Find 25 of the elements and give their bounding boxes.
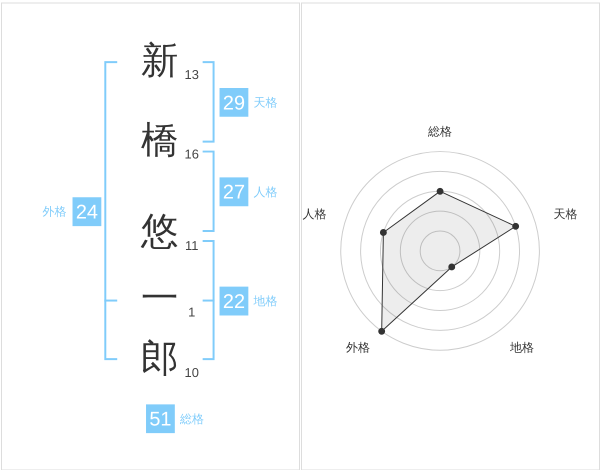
- text: 27: [222, 182, 245, 204]
- spoke-label: 総格: [427, 124, 452, 139]
- category-label: 新: [140, 38, 179, 82]
- text: 総格: [178, 412, 204, 426]
- spoke-label: 外格: [346, 340, 370, 354]
- text: 天格: [253, 95, 278, 110]
- category-label: 橋: [140, 118, 179, 162]
- spoke-label: 地格: [509, 340, 534, 354]
- text: 22: [222, 291, 245, 314]
- data-label: 1: [188, 304, 196, 320]
- data-label: 10: [184, 365, 199, 380]
- text: 24: [76, 202, 98, 224]
- category-label: 郎: [140, 336, 179, 380]
- category-label: 悠: [140, 208, 179, 253]
- category-label: 一: [140, 276, 179, 320]
- text: 29: [222, 92, 245, 114]
- data-label: 13: [184, 67, 199, 82]
- text: 地格: [252, 294, 278, 308]
- data-label: 16: [184, 146, 199, 162]
- text: 人格: [253, 184, 278, 199]
- spoke-label: 天格: [553, 207, 578, 222]
- data-label: 11: [185, 238, 198, 253]
- text: 51: [149, 408, 172, 431]
- text: 外格: [42, 204, 67, 219]
- spoke-label: 人格: [302, 207, 327, 222]
